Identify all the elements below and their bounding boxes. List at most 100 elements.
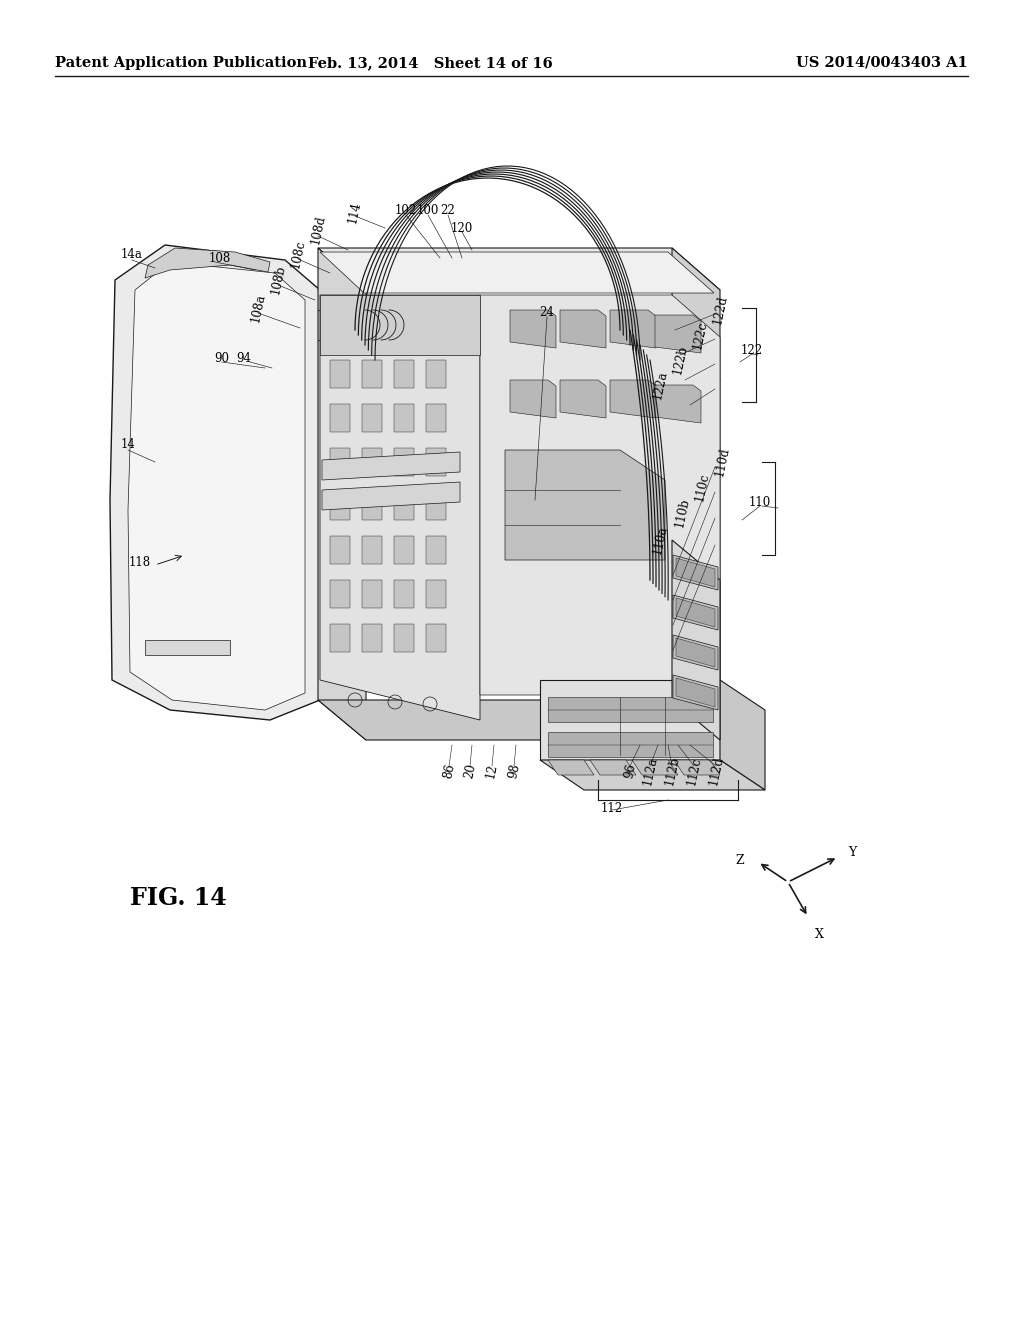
Polygon shape xyxy=(560,380,606,418)
Text: 122b: 122b xyxy=(671,345,689,376)
Polygon shape xyxy=(394,624,414,652)
Polygon shape xyxy=(330,447,350,477)
Text: 112b: 112b xyxy=(663,755,681,787)
Text: Y: Y xyxy=(848,846,856,859)
Text: 20: 20 xyxy=(462,763,478,780)
Polygon shape xyxy=(673,675,718,710)
Text: 24: 24 xyxy=(540,306,554,319)
Polygon shape xyxy=(480,294,720,696)
Polygon shape xyxy=(426,447,446,477)
Text: 94: 94 xyxy=(237,351,252,364)
Polygon shape xyxy=(672,248,720,741)
Polygon shape xyxy=(319,252,714,293)
Text: FIG. 14: FIG. 14 xyxy=(130,886,226,909)
Text: 122d: 122d xyxy=(711,294,729,326)
Polygon shape xyxy=(322,451,460,480)
Text: 108c: 108c xyxy=(289,239,307,269)
Polygon shape xyxy=(318,248,366,741)
Polygon shape xyxy=(362,536,382,564)
Polygon shape xyxy=(145,248,270,279)
Text: 110c: 110c xyxy=(692,471,712,503)
Polygon shape xyxy=(128,261,305,710)
Text: 112d: 112d xyxy=(707,755,725,787)
Polygon shape xyxy=(655,315,701,352)
Polygon shape xyxy=(426,579,446,609)
Polygon shape xyxy=(540,680,720,760)
Polygon shape xyxy=(548,733,713,756)
Text: 96: 96 xyxy=(623,763,638,780)
Polygon shape xyxy=(362,404,382,432)
Text: X: X xyxy=(815,928,824,941)
Polygon shape xyxy=(330,624,350,652)
Polygon shape xyxy=(362,360,382,388)
Polygon shape xyxy=(673,635,718,671)
Polygon shape xyxy=(610,380,656,418)
Text: 22: 22 xyxy=(440,203,456,216)
Text: 14a: 14a xyxy=(121,248,143,261)
Text: 112a: 112a xyxy=(641,755,659,787)
Polygon shape xyxy=(319,294,480,719)
Polygon shape xyxy=(362,579,382,609)
Polygon shape xyxy=(319,294,480,355)
Polygon shape xyxy=(676,678,715,708)
Polygon shape xyxy=(510,310,556,348)
Text: Patent Application Publication: Patent Application Publication xyxy=(55,55,307,70)
Polygon shape xyxy=(676,638,715,667)
Polygon shape xyxy=(330,579,350,609)
Polygon shape xyxy=(394,360,414,388)
Polygon shape xyxy=(330,360,350,388)
Text: 122c: 122c xyxy=(690,319,710,350)
Polygon shape xyxy=(426,492,446,520)
Text: 86: 86 xyxy=(441,763,457,780)
Polygon shape xyxy=(505,450,665,560)
Polygon shape xyxy=(362,447,382,477)
Polygon shape xyxy=(672,540,720,741)
Polygon shape xyxy=(394,579,414,609)
Polygon shape xyxy=(394,536,414,564)
Text: 114: 114 xyxy=(346,199,364,224)
Polygon shape xyxy=(110,246,319,719)
Text: 118: 118 xyxy=(129,557,152,569)
Polygon shape xyxy=(655,385,701,422)
Polygon shape xyxy=(676,598,715,627)
Text: 14: 14 xyxy=(121,438,135,451)
Polygon shape xyxy=(145,640,230,655)
Text: Feb. 13, 2014   Sheet 14 of 16: Feb. 13, 2014 Sheet 14 of 16 xyxy=(307,55,552,70)
Polygon shape xyxy=(673,595,718,630)
Polygon shape xyxy=(673,554,718,590)
Text: 110a: 110a xyxy=(650,524,670,556)
Polygon shape xyxy=(560,310,606,348)
Polygon shape xyxy=(610,310,656,348)
Polygon shape xyxy=(426,536,446,564)
Text: 108b: 108b xyxy=(268,264,288,296)
Text: 100: 100 xyxy=(417,203,439,216)
Text: 122a: 122a xyxy=(650,370,670,400)
Polygon shape xyxy=(720,680,765,789)
Text: 112: 112 xyxy=(601,801,623,814)
Polygon shape xyxy=(330,404,350,432)
Polygon shape xyxy=(426,404,446,432)
Text: 112c: 112c xyxy=(685,755,703,787)
Polygon shape xyxy=(548,760,594,775)
Text: 12: 12 xyxy=(484,763,500,780)
Text: 108: 108 xyxy=(209,252,231,264)
Polygon shape xyxy=(426,360,446,388)
Text: 122: 122 xyxy=(741,343,763,356)
Polygon shape xyxy=(510,380,556,418)
Text: 90: 90 xyxy=(214,351,229,364)
Polygon shape xyxy=(330,492,350,520)
Polygon shape xyxy=(322,482,460,510)
Polygon shape xyxy=(318,248,720,290)
Polygon shape xyxy=(362,492,382,520)
Polygon shape xyxy=(426,624,446,652)
Polygon shape xyxy=(674,760,720,775)
Polygon shape xyxy=(590,760,636,775)
Polygon shape xyxy=(548,697,713,722)
Polygon shape xyxy=(676,558,715,587)
Polygon shape xyxy=(394,492,414,520)
Polygon shape xyxy=(330,536,350,564)
Polygon shape xyxy=(394,447,414,477)
Text: 98: 98 xyxy=(506,763,522,780)
Text: Z: Z xyxy=(735,854,744,866)
Polygon shape xyxy=(318,700,720,741)
